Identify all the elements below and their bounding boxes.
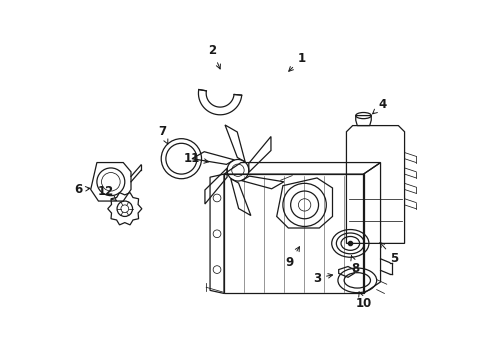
Text: 2: 2 (208, 44, 220, 69)
Text: 10: 10 (355, 292, 371, 310)
Text: 11: 11 (183, 152, 209, 165)
Text: 4: 4 (372, 98, 387, 114)
Text: 5: 5 (380, 242, 399, 265)
Text: 7: 7 (158, 125, 168, 144)
Text: 6: 6 (74, 183, 90, 196)
Text: 9: 9 (286, 247, 299, 269)
Text: 1: 1 (289, 52, 306, 71)
Text: 12: 12 (98, 185, 117, 201)
Text: 8: 8 (351, 256, 360, 275)
Text: 3: 3 (313, 271, 333, 284)
